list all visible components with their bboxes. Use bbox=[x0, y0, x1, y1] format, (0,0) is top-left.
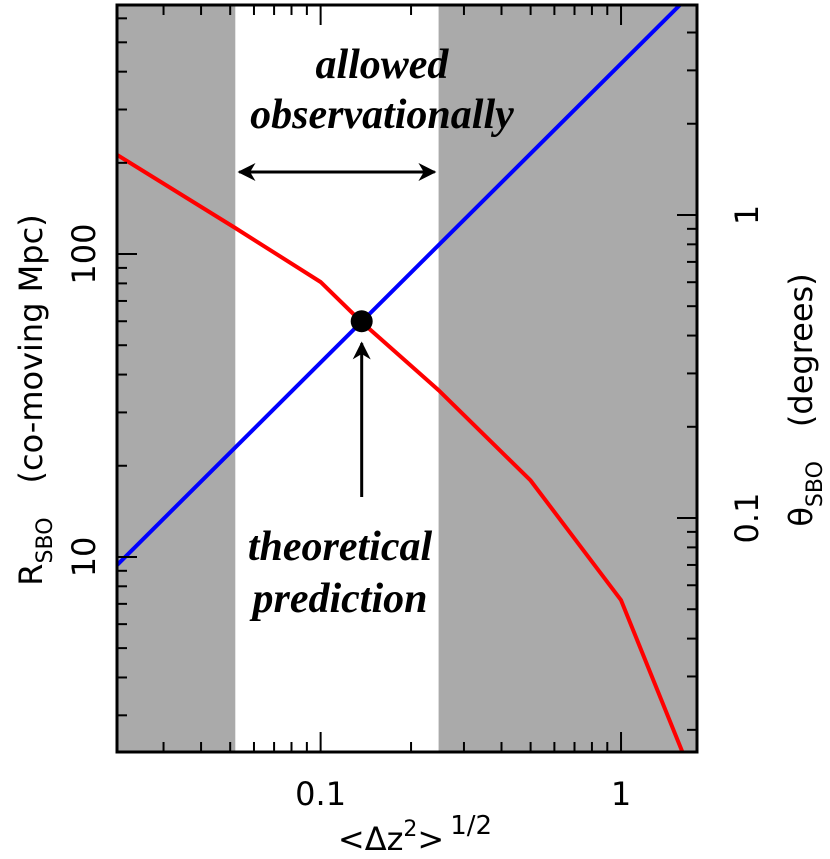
x-axis-label: <Δz2> 1/2 bbox=[338, 811, 492, 858]
x-tick-label: 1 bbox=[611, 775, 631, 813]
x-label-power: 1/2 bbox=[450, 811, 492, 841]
label-unit: (co-moving Mpc) bbox=[12, 214, 50, 483]
y2-label: θSBO (degrees) bbox=[782, 273, 828, 526]
x-label-close: > bbox=[417, 820, 444, 858]
x-label-sup: 2 bbox=[403, 817, 417, 842]
annotation: allowed bbox=[315, 42, 449, 88]
annotation: observationally bbox=[250, 92, 514, 138]
excluded-region bbox=[117, 5, 236, 752]
label-sub: SBO bbox=[33, 517, 58, 563]
annotation: theoretical bbox=[248, 524, 433, 570]
label-symbol: R bbox=[12, 563, 50, 585]
line bbox=[117, 5, 682, 567]
line bbox=[117, 153, 685, 752]
y2-tick-label: 1 bbox=[728, 205, 766, 225]
prediction-point bbox=[350, 310, 373, 333]
y-tick-label: 100 bbox=[65, 223, 103, 284]
annotation: prediction bbox=[250, 576, 428, 622]
y-tick-label: 10 bbox=[65, 537, 103, 578]
label-symbol: θ bbox=[782, 507, 820, 527]
x-label-text: <Δz bbox=[338, 820, 404, 858]
y2-tick-label: 0.1 bbox=[728, 493, 766, 544]
plot-frame bbox=[115, 3, 699, 754]
x-tick-label: 0.1 bbox=[295, 775, 346, 813]
excluded-region bbox=[438, 5, 697, 752]
y-label: RSBO (co-moving Mpc) bbox=[12, 214, 58, 585]
label-unit: (degrees) bbox=[782, 273, 820, 427]
label-sub: SBO bbox=[803, 461, 828, 507]
